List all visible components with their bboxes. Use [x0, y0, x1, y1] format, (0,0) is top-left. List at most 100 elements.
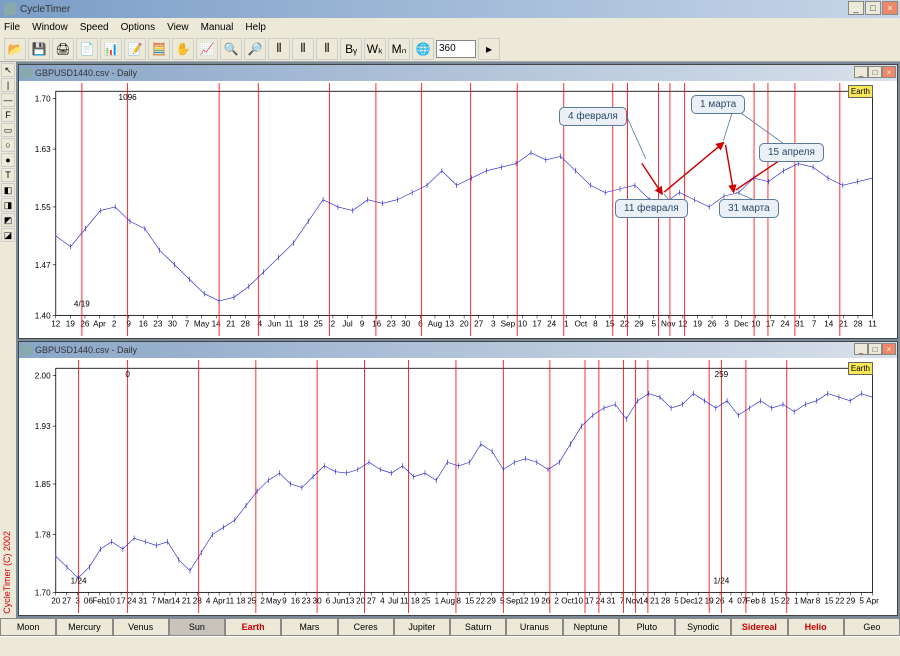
rect-tool[interactable]: ▭ — [1, 123, 15, 137]
tab-venus[interactable]: Venus — [113, 619, 169, 636]
svg-text:4/19: 4/19 — [74, 299, 90, 308]
sq1-tool[interactable]: ◧ — [1, 183, 15, 197]
svg-text:1.85: 1.85 — [35, 480, 51, 489]
tab-geo[interactable]: Geo — [844, 619, 900, 636]
Mn-button[interactable]: Mₙ — [388, 38, 410, 60]
tab-uranus[interactable]: Uranus — [506, 619, 562, 636]
circle-tool[interactable]: ● — [1, 153, 15, 167]
svg-text:2: 2 — [260, 597, 265, 606]
svg-text:Jul: Jul — [342, 320, 353, 329]
tab-helio[interactable]: Helio — [788, 619, 844, 636]
globe-button[interactable]: 🌐 — [412, 38, 434, 60]
cyc2-button[interactable]: ⫴ — [292, 38, 314, 60]
svg-text:Sep: Sep — [501, 320, 516, 329]
svg-text:21: 21 — [182, 597, 192, 606]
tab-sidereal[interactable]: Sidereal — [731, 619, 787, 636]
workspace: ↖|—F▭○●T◧◨◩◪CycleTimer (C) 2002 GBPUSD14… — [0, 62, 900, 618]
chart-title: GBPUSD1440.csv - Daily — [35, 68, 137, 78]
open-button[interactable]: 📂 — [4, 38, 26, 60]
tab-neptune[interactable]: Neptune — [563, 619, 619, 636]
tab-pluto[interactable]: Pluto — [619, 619, 675, 636]
chart-min-button[interactable]: _ — [854, 343, 868, 355]
close-button[interactable]: × — [882, 1, 898, 15]
svg-text:20: 20 — [460, 320, 470, 329]
svg-text:12: 12 — [519, 597, 529, 606]
bars-button[interactable]: 📊 — [100, 38, 122, 60]
zoom-out-button[interactable]: 🔎 — [244, 38, 266, 60]
cyc3-button[interactable]: ⫴ — [316, 38, 338, 60]
svg-text:19: 19 — [530, 597, 540, 606]
tab-mercury[interactable]: Mercury — [56, 619, 112, 636]
hline-tool[interactable]: — — [1, 93, 15, 107]
chart-close-button[interactable]: × — [882, 343, 896, 355]
menu-view[interactable]: View — [167, 22, 189, 33]
zoom-in-button[interactable]: 🔍 — [220, 38, 242, 60]
tab-saturn[interactable]: Saturn — [450, 619, 506, 636]
tab-mars[interactable]: Mars — [281, 619, 337, 636]
svg-text:1.55: 1.55 — [35, 203, 51, 212]
svg-text:16: 16 — [372, 320, 382, 329]
svg-text:1/24: 1/24 — [713, 576, 729, 585]
chart-max-button[interactable]: □ — [868, 343, 882, 355]
menu-window[interactable]: Window — [32, 22, 68, 33]
chart-canvas[interactable]: 1.701.781.851.932.002027306Feb101724317M… — [19, 358, 897, 615]
calc-button[interactable]: 🧮 — [148, 38, 170, 60]
copy-button[interactable]: 📄 — [76, 38, 98, 60]
tab-jupiter[interactable]: Jupiter — [394, 619, 450, 636]
fib-tool[interactable]: F — [1, 108, 15, 122]
pointer-tool[interactable]: ↖ — [1, 63, 15, 77]
sq3-tool[interactable]: ◩ — [1, 213, 15, 227]
ellipse-tool[interactable]: ○ — [1, 138, 15, 152]
svg-text:Nov: Nov — [661, 320, 676, 329]
chart-canvas[interactable]: 1.401.471.551.631.70121926Apr291623307Ma… — [19, 81, 897, 338]
By-button[interactable]: Bᵧ — [340, 38, 362, 60]
sq4-tool[interactable]: ◪ — [1, 228, 15, 242]
svg-text:20: 20 — [51, 597, 61, 606]
svg-text:2.00: 2.00 — [35, 372, 51, 381]
edit-button[interactable]: 📝 — [124, 38, 146, 60]
tab-earth[interactable]: Earth — [225, 619, 281, 636]
chart-max-button[interactable]: □ — [868, 66, 882, 78]
svg-text:Aug: Aug — [441, 597, 456, 606]
svg-text:11: 11 — [400, 597, 409, 606]
tab-sun[interactable]: Sun — [169, 619, 225, 636]
minimize-button[interactable]: _ — [848, 1, 864, 15]
tab-moon[interactable]: Moon — [0, 619, 56, 636]
svg-text:26: 26 — [708, 320, 718, 329]
menu-speed[interactable]: Speed — [80, 22, 109, 33]
svg-text:Mar: Mar — [158, 597, 172, 606]
chart-min-button[interactable]: _ — [854, 66, 868, 78]
tab-ceres[interactable]: Ceres — [338, 619, 394, 636]
svg-text:14: 14 — [171, 597, 181, 606]
save-button[interactable]: 💾 — [28, 38, 50, 60]
menu-file[interactable]: File — [4, 22, 20, 33]
cyc1-button[interactable]: ⫴ — [268, 38, 290, 60]
vline-tool[interactable]: | — [1, 78, 15, 92]
sq2-tool[interactable]: ◨ — [1, 198, 15, 212]
Wk-button[interactable]: Wₖ — [364, 38, 386, 60]
tab-synodic[interactable]: Synodic — [675, 619, 731, 636]
date-callout: 1 марта — [691, 95, 745, 114]
svg-text:9: 9 — [282, 597, 287, 606]
svg-text:3: 3 — [75, 597, 80, 606]
maximize-button[interactable]: □ — [865, 1, 881, 15]
text-tool[interactable]: T — [1, 168, 15, 182]
svg-text:16: 16 — [291, 597, 301, 606]
chart-button[interactable]: 📈 — [196, 38, 218, 60]
svg-text:6: 6 — [418, 320, 423, 329]
go-button[interactable]: ▸ — [478, 38, 500, 60]
window-controls: _ □ × — [848, 1, 898, 15]
date-callout: 4 февраля — [559, 107, 627, 126]
menu-manual[interactable]: Manual — [201, 22, 234, 33]
menu-help[interactable]: Help — [245, 22, 266, 33]
hand-button[interactable]: ✋ — [172, 38, 194, 60]
menu-options[interactable]: Options — [121, 22, 155, 33]
svg-text:10: 10 — [751, 320, 761, 329]
print-button[interactable]: 🖨 — [52, 38, 74, 60]
svg-text:6: 6 — [326, 597, 331, 606]
chart-close-button[interactable]: × — [882, 66, 896, 78]
degree-input[interactable] — [436, 40, 476, 58]
svg-text:3: 3 — [491, 320, 496, 329]
svg-text:17: 17 — [117, 597, 127, 606]
svg-text:2: 2 — [554, 597, 559, 606]
